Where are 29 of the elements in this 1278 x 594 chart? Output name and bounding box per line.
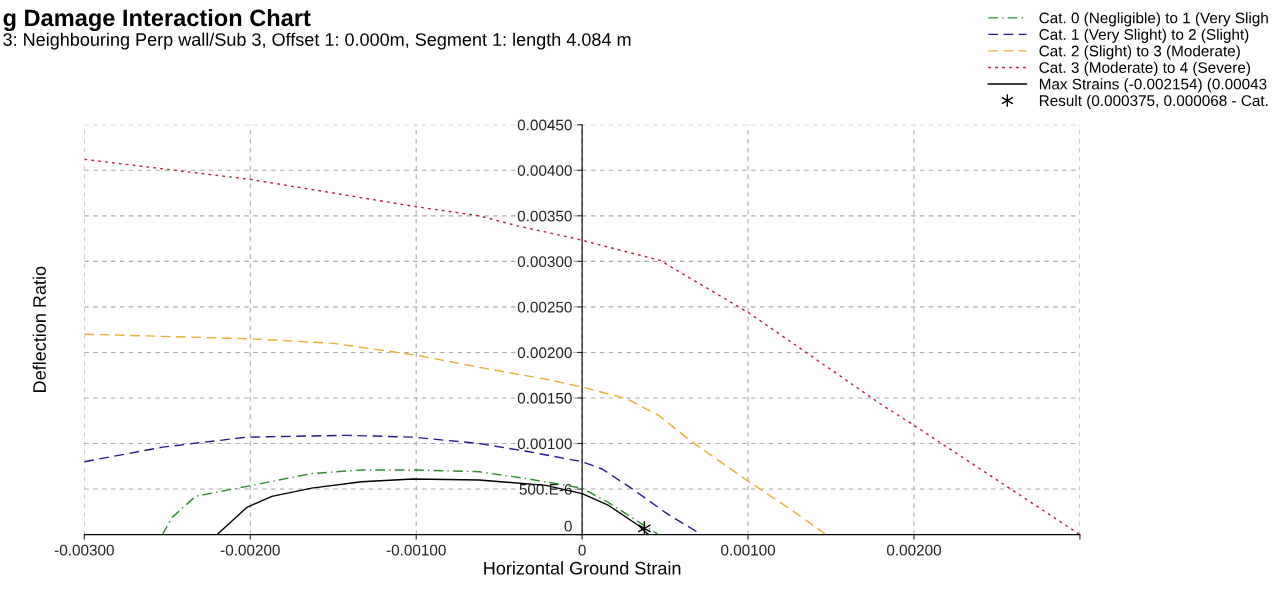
legend-label: Max Strains (-0.002154) (0.00043 [1039,78,1267,93]
x-tick-label: -0.00200 [220,544,280,556]
line-series [161,469,660,535]
line-series [84,158,1080,535]
legend-label: Result (0.000375, 0.000068 - Cat. [1039,94,1268,110]
y-tick-label: 0.00250 [517,301,572,313]
x-tick-label: -0.00300 [54,544,114,556]
y-tick-label: 500.E-6 [519,483,572,495]
x-axis-title: Horizontal Ground Strain [484,561,681,575]
y-tick-label: 0.00450 [517,119,572,131]
y-axis-title: Deflection Ratio [32,266,46,392]
legend-label: Cat. 0 (Negligible) to 1 (Very Sligh [1039,12,1268,27]
x-tick-label: 0.00200 [886,544,941,556]
chart-subtitle: 3: Neighbouring Perp wall/Sub 3, Offset 1: 0.000m, Segment 1: length 4.084 m [3,32,631,50]
x-tick-label: 0.00100 [721,544,776,556]
y-tick-label: 0.00400 [517,165,572,176]
y-tick-label: 0.00350 [517,210,572,222]
y-tick-label: 0.00100 [517,438,572,450]
y-tick-label: 0.00150 [517,392,572,404]
line-series [84,333,827,535]
chart-title: g Damage Interaction Chart [3,8,311,32]
y-tick-label: 0 [564,520,572,532]
y-tick-label: 0.00300 [517,256,572,268]
legend-label: Cat. 2 (Slight) to 3 (Moderate) [1039,45,1240,60]
legend-label: Cat. 1 (Very Slight) to 2 (Slight) [1039,28,1249,43]
x-tick-label: -0.00100 [386,544,446,556]
y-tick-label: 0.00200 [517,347,572,359]
x-tick-label: 0 [578,544,586,556]
legend-label: Cat. 3 (Moderate) to 4 (Severe) [1039,61,1251,76]
